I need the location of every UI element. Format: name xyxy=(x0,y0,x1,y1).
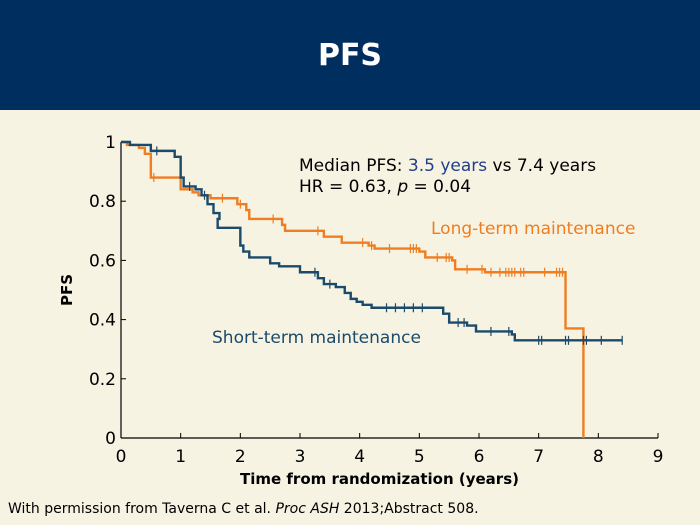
median-pfs-short-value: 3.5 years xyxy=(408,156,487,176)
long-term-maintenance-curve xyxy=(121,140,585,438)
x-tick-label: 3 xyxy=(295,447,306,467)
citation-text-end: 2013;Abstract 508. xyxy=(339,501,479,517)
y-tick-label: 1 xyxy=(105,133,116,153)
median-pfs-long-value: vs 7.4 years xyxy=(487,156,596,176)
y-tick-label: 0.8 xyxy=(89,192,116,212)
long-term-series-label: Long-term maintenance xyxy=(431,219,635,239)
x-tick-label: 2 xyxy=(235,447,246,467)
x-tick-label: 8 xyxy=(593,447,604,467)
citation-footer: With permission from Taverna C et al. Pr… xyxy=(8,501,479,517)
citation-journal: Proc ASH xyxy=(275,501,340,517)
hr-value: HR = 0.63, xyxy=(299,177,397,197)
x-tick-label: 5 xyxy=(414,447,425,467)
x-tick-label: 9 xyxy=(653,447,664,467)
pfs-chart: 0 1 2 3 4 5 6 7 8 9 0 0.2 0.4 0.6 0.8 1 Time from random… xyxy=(58,133,664,488)
x-tick-label: 1 xyxy=(175,447,186,467)
x-tick-label: 4 xyxy=(354,447,365,467)
citation-text: With permission from Taverna C et al. xyxy=(8,501,276,517)
x-tick-label: 6 xyxy=(474,447,485,467)
x-tick-label: 0 xyxy=(116,447,127,467)
x-axis-label: Time from randomization (years) xyxy=(240,470,519,488)
y-tick-label: 0 xyxy=(105,429,116,449)
slide-header: PFS xyxy=(0,0,700,110)
p-symbol: p xyxy=(396,177,408,197)
median-pfs-label: Median PFS: xyxy=(299,156,408,176)
x-tick-label: 7 xyxy=(533,447,544,467)
y-tick-label: 0.6 xyxy=(89,251,116,271)
y-axis-label: PFS xyxy=(58,274,76,306)
p-value: = 0.04 xyxy=(408,177,471,197)
hazard-ratio-annotation: HR = 0.63, p = 0.04 xyxy=(299,177,471,197)
median-pfs-annotation: Median PFS: 3.5 years vs 7.4 years xyxy=(299,156,596,176)
short-term-series-label: Short-term maintenance xyxy=(212,328,421,348)
slide-title: PFS xyxy=(317,37,383,73)
y-tick-label: 0.2 xyxy=(89,370,116,390)
short-term-maintenance-curve xyxy=(121,140,623,342)
y-tick-label: 0.4 xyxy=(89,311,116,331)
